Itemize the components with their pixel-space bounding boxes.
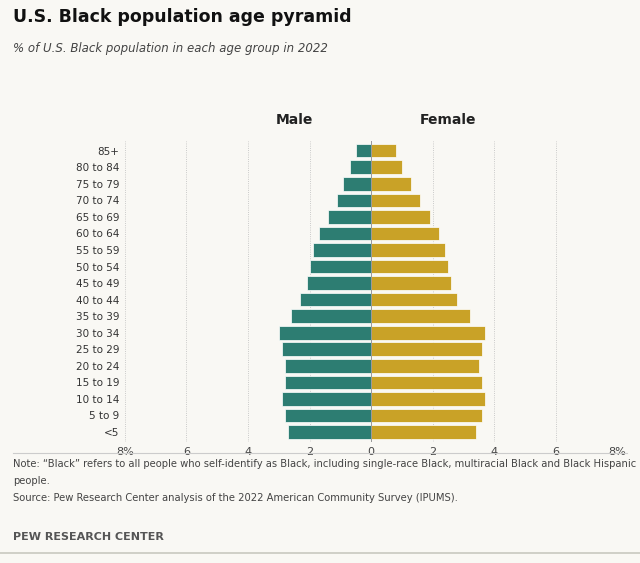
Bar <box>319 227 371 240</box>
Bar <box>282 392 371 406</box>
Bar <box>328 210 371 224</box>
Bar <box>285 359 371 373</box>
Text: Source: Pew Research Center analysis of the 2022 American Community Survey (IPUM: Source: Pew Research Center analysis of … <box>13 493 458 503</box>
Bar <box>300 293 371 306</box>
Bar <box>371 243 445 257</box>
Bar <box>371 276 451 290</box>
Bar <box>371 310 470 323</box>
Text: PEW RESEARCH CENTER: PEW RESEARCH CENTER <box>13 532 164 542</box>
Bar <box>371 425 476 439</box>
Bar <box>371 326 485 339</box>
Bar <box>307 276 371 290</box>
Bar <box>285 376 371 389</box>
Bar <box>313 243 371 257</box>
Bar <box>371 227 439 240</box>
Bar <box>371 293 458 306</box>
Bar <box>371 144 396 158</box>
Bar <box>371 359 479 373</box>
Bar <box>337 194 371 207</box>
Text: Note: “Black” refers to all people who self-identify as Black, including single-: Note: “Black” refers to all people who s… <box>13 459 636 469</box>
Bar <box>371 194 420 207</box>
Bar <box>371 392 485 406</box>
Bar <box>356 144 371 158</box>
Bar <box>279 326 371 339</box>
Text: people.: people. <box>13 476 50 486</box>
Bar <box>371 210 429 224</box>
Bar <box>288 425 371 439</box>
Text: Male: Male <box>275 113 313 127</box>
Text: U.S. Black population age pyramid: U.S. Black population age pyramid <box>13 8 351 26</box>
Bar <box>285 409 371 422</box>
Bar <box>371 376 482 389</box>
Bar <box>371 260 448 273</box>
Text: % of U.S. Black population in each age group in 2022: % of U.S. Black population in each age g… <box>13 42 328 55</box>
Bar <box>371 342 482 356</box>
Bar <box>344 177 371 190</box>
Text: Female: Female <box>420 113 476 127</box>
Bar <box>310 260 371 273</box>
Bar <box>282 342 371 356</box>
Bar <box>371 409 482 422</box>
Bar <box>291 310 371 323</box>
Bar <box>371 177 412 190</box>
Bar <box>349 160 371 174</box>
Bar <box>371 160 402 174</box>
